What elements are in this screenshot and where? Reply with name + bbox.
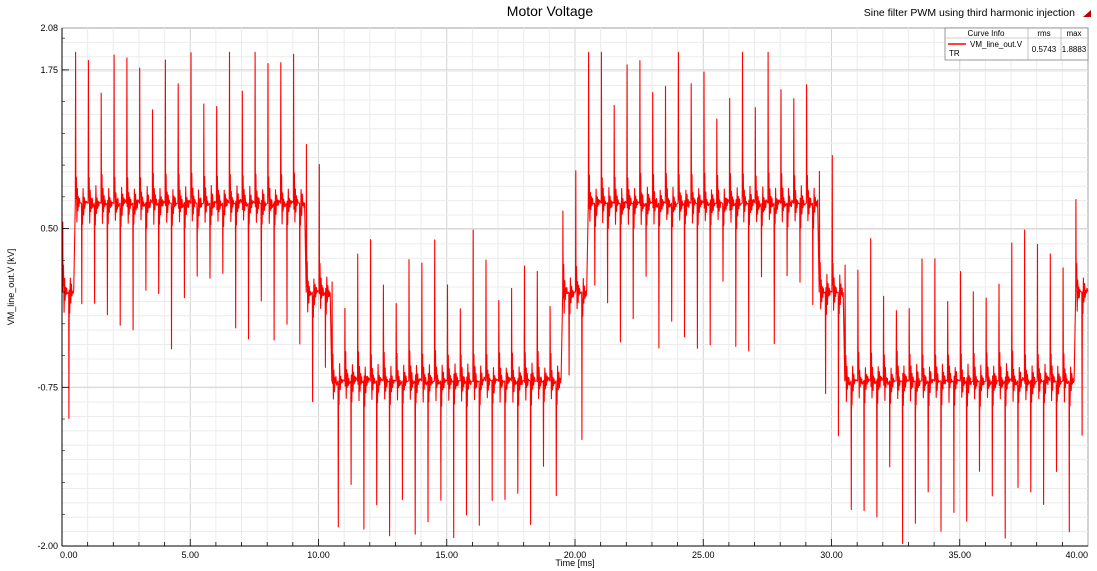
- x-tick-label: 0.00: [60, 550, 78, 560]
- x-tick-label: 30.00: [820, 550, 843, 560]
- x-tick-label: 35.00: [948, 550, 971, 560]
- y-axis-label: VM_line_out.V [kV]: [6, 249, 16, 326]
- legend-row-tag: TR: [949, 49, 960, 58]
- x-tick-labels: 0.00 5.00 10.00 15.00 20.00 25.00 30.00 35.00 40…: [60, 550, 1088, 560]
- legend-row-name: VM_line_out.V: [970, 40, 1023, 49]
- legend-header-curve: Curve Info: [968, 29, 1005, 38]
- x-tick-label: 40.00: [1065, 550, 1088, 560]
- y-tick-label: 0.50: [40, 224, 58, 234]
- y-tick-label: -2.00: [37, 541, 58, 551]
- legend-header-max: max: [1066, 29, 1081, 38]
- x-tick-label: 15.00: [435, 550, 458, 560]
- legend-header-rms: rms: [1037, 29, 1050, 38]
- y-tick-label: 2.08: [40, 23, 58, 33]
- x-axis-label: Time [ms]: [555, 558, 594, 568]
- chart-subtitle: Sine filter PWM using third harmonic inj…: [864, 7, 1075, 19]
- signal-trace: [61, 51, 1089, 545]
- x-tick-label: 20.00: [564, 550, 587, 560]
- x-tick-label: 25.00: [692, 550, 715, 560]
- y-tick-label: -0.75: [37, 382, 58, 392]
- y-tick-labels: 2.08 1.75 0.50 -0.75 -2.00: [37, 23, 58, 551]
- x-tick-label: 5.00: [181, 550, 199, 560]
- grid: [62, 28, 1088, 547]
- series-line-vm-line-out: [61, 51, 1089, 545]
- x-tick-label: 10.00: [307, 550, 330, 560]
- corner-marker-icon: [1083, 10, 1091, 17]
- legend-row-max: 1.8883: [1062, 45, 1087, 54]
- legend-row-rms: 0.5743: [1032, 45, 1057, 54]
- y-tick-label: 1.75: [40, 65, 58, 75]
- tick-marks: [62, 37, 1063, 547]
- chart-title: Motor Voltage: [507, 3, 594, 19]
- legend[interactable]: Curve Info rms max TR VM_line_out.V 0.57…: [944, 27, 1089, 61]
- legend-box: [944, 27, 1089, 61]
